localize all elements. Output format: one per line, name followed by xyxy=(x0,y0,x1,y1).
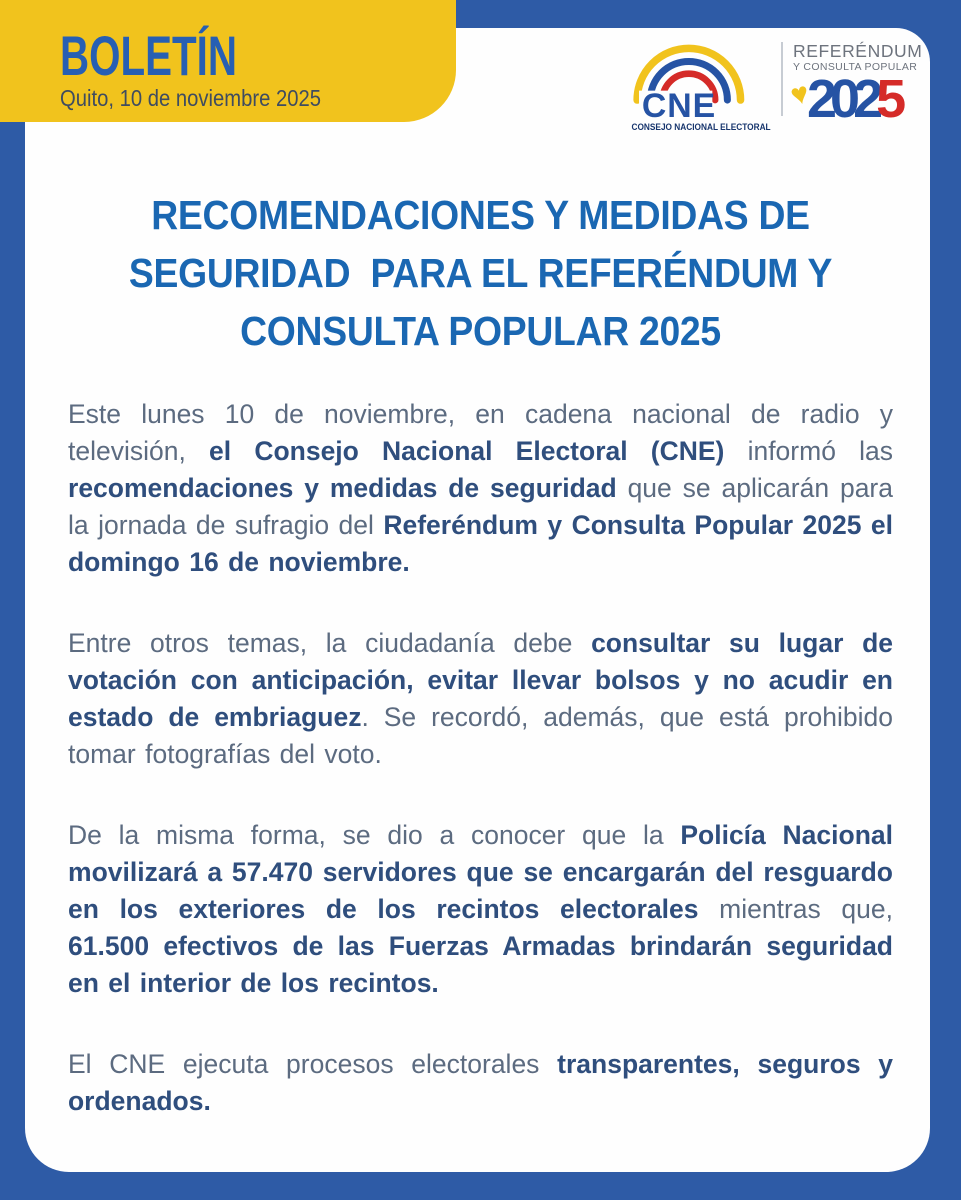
referendum-logo: REFERÉNDUM Y CONSULTA POPULAR ♥ 2 0 2 5 xyxy=(787,38,923,129)
year-2025-logo: ♥ 2 0 2 5 xyxy=(787,69,922,129)
header-logos: CNE CONSEJO NACIONAL ELECTORAL REFERÉNDU… xyxy=(631,38,923,133)
text-run: Este lunes 10 de noviembre, en cadena na… xyxy=(68,399,893,466)
paragraph: De la misma forma, se dio a conocer que … xyxy=(68,817,893,1002)
year-digit: 5 xyxy=(876,69,907,129)
paragraph: El CNE ejecuta procesos electorales tran… xyxy=(68,1046,893,1120)
text-run: informó las xyxy=(724,436,893,466)
bulletin-card xyxy=(25,28,930,1172)
cne-arc-red xyxy=(659,70,719,104)
title-line: RECOMENDACIONES Y MEDIDAS DE xyxy=(151,192,810,238)
paragraph: Entre otros temas, la ciudadanía debe co… xyxy=(68,625,893,773)
text-run: recomendaciones y medidas de seguridad xyxy=(68,473,617,503)
year-digit: 0 xyxy=(830,69,861,129)
text-run: De la misma forma, se dio a conocer que … xyxy=(68,820,681,850)
referendum-title: REFERÉNDUM xyxy=(793,41,923,61)
text-run: El CNE ejecuta procesos electorales xyxy=(68,1049,558,1079)
boletin-badge: BOLETÍN Quito, 10 de noviembre 2025 xyxy=(0,0,456,122)
text-run: que se aplicarán para la jornada de sufr… xyxy=(68,473,893,540)
badge-date: Quito, 10 de noviembre 2025 xyxy=(60,85,322,111)
text-run: el Consejo Nacional Electoral (CNE) xyxy=(209,436,725,466)
text-run: mientras que, xyxy=(698,894,894,924)
bulletin-body: Este lunes 10 de noviembre, en cadena na… xyxy=(68,396,893,1164)
logo-divider xyxy=(781,42,783,116)
text-run: 61.500 efectivos de las Fuerzas Armadas … xyxy=(68,931,893,998)
text-run: Entre otros temas, la ciudadanía debe xyxy=(68,628,592,658)
text-run: Referéndum y Consulta Popular 2025 el do… xyxy=(68,510,893,577)
text-run: Policía Nacional movilizará a 57.470 ser… xyxy=(68,820,893,924)
text-run: transparentes, seguros y ordenados. xyxy=(68,1049,893,1116)
referendum-subtitle: Y CONSULTA POPULAR xyxy=(793,61,918,73)
year-digit: 2 xyxy=(807,69,838,129)
cne-text-mask xyxy=(639,90,713,121)
cne-subtitle: CONSEJO NACIONAL ELECTORAL xyxy=(632,122,772,132)
paragraph: Este lunes 10 de noviembre, en cadena na… xyxy=(68,396,893,581)
page-title: RECOMENDACIONES Y MEDIDAS DE SEGURIDAD P… xyxy=(65,186,896,360)
badge-title: BOLETÍN xyxy=(60,24,237,87)
text-run: consultar su lugar de votación con antic… xyxy=(68,628,893,732)
year-digit: 2 xyxy=(853,69,884,129)
text-run: . Se recordó, además, que está prohibido… xyxy=(68,702,894,769)
cne-logo: CNE CONSEJO NACIONAL ELECTORAL xyxy=(632,44,772,132)
title-line: SEGURIDAD PARA EL REFERÉNDUM Y xyxy=(128,250,833,296)
cne-acronym: CNE xyxy=(642,87,716,125)
cne-arc-blue xyxy=(646,57,731,104)
cne-arc-yellow xyxy=(633,44,745,104)
title-line: CONSULTA POPULAR 2025 xyxy=(240,308,721,354)
